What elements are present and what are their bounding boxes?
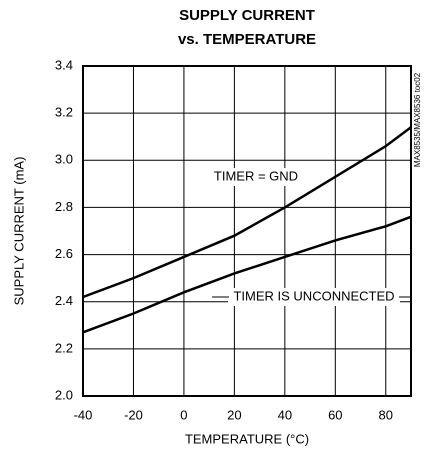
- chart-subtitle: vs. TEMPERATURE: [178, 31, 316, 48]
- y-tick-label: 2.8: [55, 199, 73, 214]
- x-tick-label: 60: [328, 407, 342, 422]
- series-line: [82, 126, 412, 299]
- y-tick-label: 2.4: [55, 293, 73, 308]
- x-tick-label: 80: [379, 407, 393, 422]
- plot-frame: [82, 65, 412, 397]
- chart-title: SUPPLY CURRENT: [179, 7, 315, 24]
- series-line: [82, 215, 412, 334]
- y-tick-label: 3.0: [55, 152, 73, 167]
- y-tick-label: 3.4: [55, 57, 73, 72]
- x-tick-label: 40: [278, 407, 292, 422]
- y-tick-label: 3.2: [55, 105, 73, 120]
- x-tick-label: -40: [74, 407, 93, 422]
- series-label: TIMER = GND: [214, 168, 298, 183]
- label-bg: [228, 288, 400, 306]
- series-label: TIMER IS UNCONNECTED: [233, 288, 394, 303]
- y-tick-label: 2.2: [55, 340, 73, 355]
- x-axis-label: TEMPERATURE (°C): [185, 431, 309, 446]
- x-tick-label: -20: [124, 407, 143, 422]
- label-bg: [210, 168, 302, 186]
- y-axis-label: SUPPLY CURRENT (mA): [11, 157, 26, 306]
- x-tick-label: 0: [180, 407, 187, 422]
- x-tick-label: 20: [227, 407, 241, 422]
- y-tick-label: 2.0: [55, 387, 73, 402]
- y-tick-label: 2.6: [55, 246, 73, 261]
- figure-code: MAX8535/MAX8536 toc02: [413, 72, 422, 167]
